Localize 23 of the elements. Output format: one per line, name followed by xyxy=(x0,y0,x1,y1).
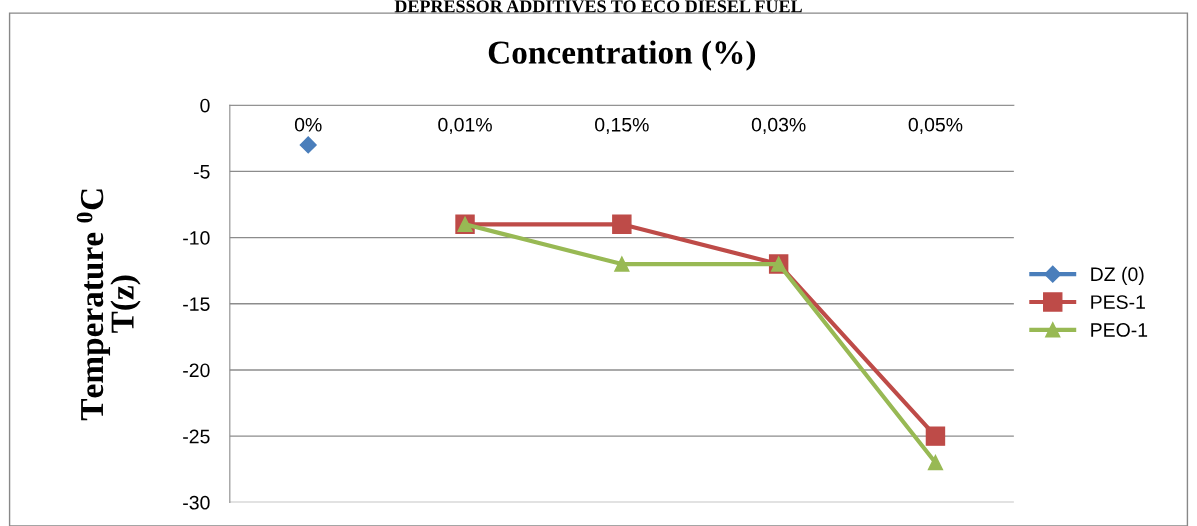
x-tick-label: 0,05% xyxy=(908,117,963,134)
point xyxy=(927,454,944,471)
x-tick-label: 0,15% xyxy=(595,117,649,134)
point xyxy=(614,256,630,272)
x-tick-label: 0,01% xyxy=(438,117,492,134)
y-tick-label: -15 xyxy=(183,297,210,311)
y-tick-label: 0 xyxy=(200,98,210,113)
legend-label: PES-1 xyxy=(1091,295,1145,309)
y-tick-label: -30 xyxy=(183,495,210,510)
point xyxy=(925,426,946,446)
legend-label: DZ (0) xyxy=(1091,266,1144,285)
y-tick-label: -10 xyxy=(183,231,210,245)
y-tick-label: -25 xyxy=(183,429,210,444)
x-tick-label: 0% xyxy=(294,117,322,132)
legend-label: PEO-1 xyxy=(1091,323,1148,337)
y-tick-label: -20 xyxy=(183,363,210,378)
point xyxy=(299,136,317,154)
point xyxy=(612,214,632,235)
x-axis-title: Concentration (%) xyxy=(488,40,756,71)
chart-title: DEPRESSOR ADDITIVES TO ECO DIESEL FUEL xyxy=(394,0,802,13)
text: Temperature $^{0}$C T(z) xyxy=(76,189,141,421)
x-tick-label: 0,03% xyxy=(751,117,806,134)
y-tick-label: -5 xyxy=(193,165,210,179)
